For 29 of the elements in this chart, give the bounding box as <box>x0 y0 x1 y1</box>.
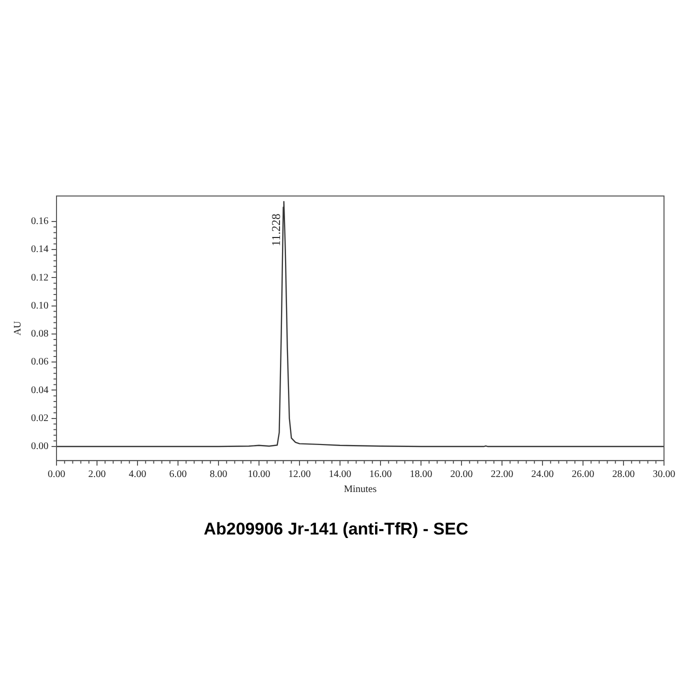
text: Ab209906 Jr-141 (anti-TfR) - SEC <box>204 519 468 538</box>
x-tick-label: 10.00 <box>248 469 270 480</box>
annotation: 11.228 <box>269 214 284 246</box>
x-tick-label: 24.00 <box>531 469 554 480</box>
y-tick-label: 0.02 <box>31 413 48 424</box>
y-tick-label: 0.08 <box>31 328 48 340</box>
y-tick-label: 0.10 <box>31 300 48 312</box>
x-axis-title: Minutes <box>344 484 377 496</box>
y-tick-label: 0.12 <box>31 272 48 284</box>
x-tick-label: 4.00 <box>128 469 146 480</box>
x-tick-label: 12.00 <box>288 469 311 480</box>
x-tick-label: 0.00 <box>48 469 66 480</box>
x-tick-label: 14.00 <box>328 469 352 480</box>
y-tick-label: 0.00 <box>31 441 48 452</box>
y-axis-title: AU <box>12 320 24 336</box>
x-tick-label: 6.00 <box>169 469 187 480</box>
x-tick-label: 22.00 <box>490 469 514 480</box>
x-tick-label: 26.00 <box>572 469 594 480</box>
x-tick-label: 30.00 <box>652 469 676 480</box>
x-tick-label: 20.00 <box>450 469 473 480</box>
y-tick-label: 0.14 <box>31 244 48 256</box>
x-tick-label: 16.00 <box>369 469 392 480</box>
y-tick-label: 0.06 <box>31 356 48 368</box>
x-tick-label: 2.00 <box>88 469 106 480</box>
x-tick-label: 28.00 <box>612 469 635 480</box>
y-tick-label: 0.16 <box>31 216 48 227</box>
x-tick-label: 8.00 <box>210 469 228 480</box>
y-tick-label: 0.04 <box>31 384 48 396</box>
x-tick-label: 18.00 <box>410 469 432 480</box>
